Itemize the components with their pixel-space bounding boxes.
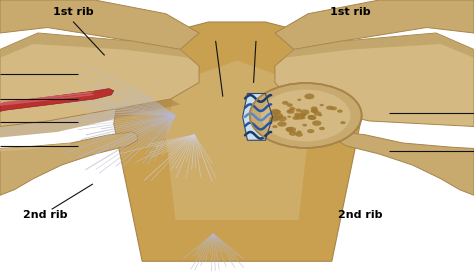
- Circle shape: [310, 116, 316, 120]
- Circle shape: [337, 109, 343, 113]
- Circle shape: [282, 101, 289, 105]
- Text: 1st rib: 1st rib: [53, 7, 94, 17]
- Circle shape: [274, 113, 283, 118]
- Circle shape: [286, 127, 296, 133]
- Circle shape: [330, 106, 337, 110]
- Circle shape: [297, 98, 301, 101]
- Circle shape: [300, 116, 305, 119]
- Polygon shape: [284, 33, 474, 58]
- Circle shape: [289, 107, 295, 111]
- Circle shape: [340, 121, 346, 124]
- Polygon shape: [337, 132, 474, 195]
- Polygon shape: [0, 143, 71, 151]
- Circle shape: [301, 113, 307, 116]
- Polygon shape: [0, 33, 199, 126]
- Circle shape: [270, 111, 278, 116]
- Circle shape: [294, 113, 301, 117]
- Circle shape: [318, 114, 322, 116]
- Circle shape: [271, 109, 280, 114]
- Circle shape: [311, 108, 319, 113]
- Circle shape: [296, 108, 301, 112]
- Circle shape: [300, 114, 306, 117]
- Text: 1st rib: 1st rib: [330, 7, 371, 17]
- Circle shape: [311, 109, 318, 113]
- Circle shape: [297, 131, 301, 133]
- Polygon shape: [275, 0, 474, 50]
- Circle shape: [287, 116, 291, 118]
- Circle shape: [308, 115, 313, 118]
- Circle shape: [268, 120, 273, 122]
- Circle shape: [326, 106, 333, 110]
- Polygon shape: [0, 94, 95, 106]
- Circle shape: [275, 116, 282, 120]
- Polygon shape: [0, 0, 199, 50]
- Circle shape: [287, 109, 294, 114]
- Text: 2nd rib: 2nd rib: [23, 210, 67, 219]
- Circle shape: [311, 106, 318, 110]
- Circle shape: [309, 116, 316, 120]
- Circle shape: [287, 103, 293, 107]
- Circle shape: [307, 129, 314, 133]
- Polygon shape: [243, 94, 273, 140]
- Polygon shape: [0, 33, 190, 58]
- Circle shape: [287, 110, 292, 112]
- Circle shape: [319, 127, 325, 130]
- Polygon shape: [0, 91, 95, 104]
- Circle shape: [295, 133, 303, 137]
- Circle shape: [300, 109, 310, 115]
- Circle shape: [272, 115, 280, 120]
- Text: 2nd rib: 2nd rib: [338, 210, 383, 219]
- Circle shape: [277, 116, 287, 121]
- Circle shape: [314, 111, 321, 116]
- Circle shape: [272, 125, 277, 128]
- Circle shape: [302, 124, 307, 126]
- Polygon shape: [114, 22, 360, 261]
- Circle shape: [295, 114, 304, 120]
- Circle shape: [269, 116, 280, 122]
- Circle shape: [292, 116, 299, 120]
- Circle shape: [289, 131, 297, 136]
- Circle shape: [304, 94, 314, 99]
- Circle shape: [319, 104, 324, 106]
- Circle shape: [285, 127, 293, 131]
- Circle shape: [250, 83, 362, 148]
- Polygon shape: [166, 60, 308, 220]
- Circle shape: [261, 90, 350, 141]
- Circle shape: [308, 115, 316, 120]
- Circle shape: [277, 121, 287, 127]
- Polygon shape: [275, 33, 474, 126]
- Polygon shape: [0, 99, 180, 138]
- Polygon shape: [0, 132, 137, 195]
- Polygon shape: [0, 89, 114, 111]
- Circle shape: [274, 110, 281, 114]
- Circle shape: [312, 120, 321, 126]
